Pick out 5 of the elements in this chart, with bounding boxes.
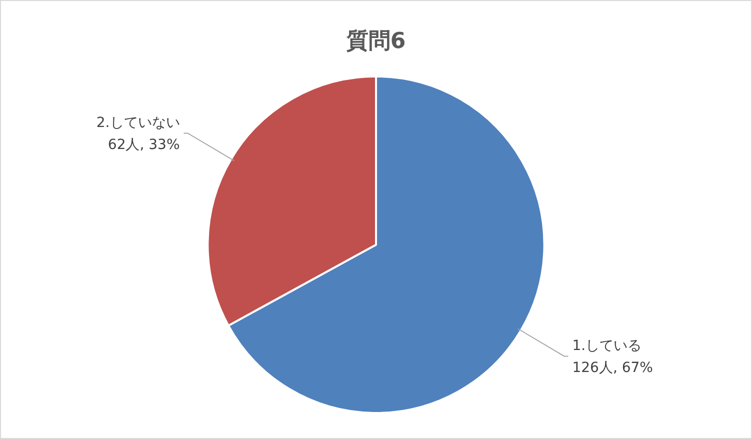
- chart-title: 質問6: [345, 28, 406, 54]
- slice-label: 1.している: [572, 338, 642, 354]
- data-label: 126人, 67%: [572, 360, 653, 376]
- data-label: 62人, 33%: [108, 136, 180, 153]
- slice-label: 2.していない: [96, 114, 180, 131]
